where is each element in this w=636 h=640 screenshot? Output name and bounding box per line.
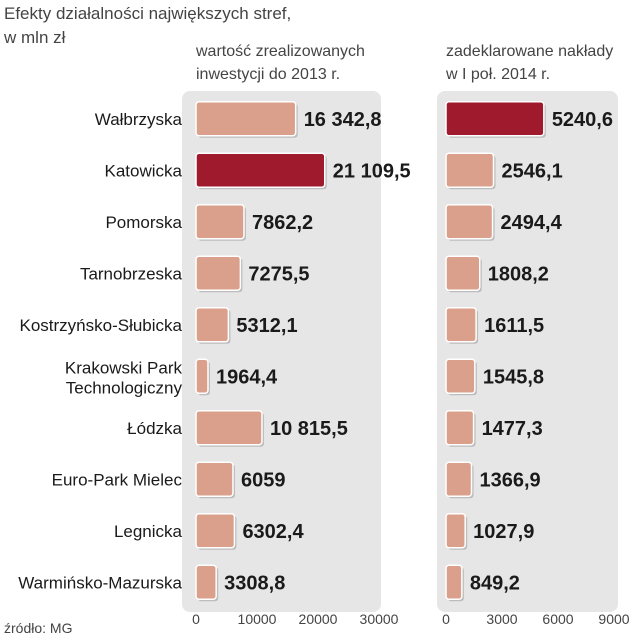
right-bar (445, 461, 473, 497)
left-panel-header: wartość zrealizowanych inwestycji do 201… (196, 40, 426, 86)
right-x-tick-label: 9000 (598, 611, 629, 627)
left-value-label: 10 815,5 (270, 418, 348, 440)
category-label: Euro-Park Mielec (52, 470, 183, 489)
left-x-tick-label: 20000 (299, 611, 338, 627)
category-label: Łódzka (127, 419, 182, 438)
right-value-label: 849,2 (470, 572, 520, 594)
left-panel-header-line-2: inwestycji do 2013 r. (196, 66, 341, 83)
right-bar (445, 101, 545, 137)
left-value-label: 5312,1 (236, 315, 297, 337)
right-value-label: 1027,9 (473, 521, 534, 543)
right-value-label: 1611,5 (484, 315, 544, 337)
left-value-label: 7275,5 (248, 263, 309, 285)
right-bar (445, 358, 476, 394)
category-label: Pomorska (105, 213, 182, 232)
right-bar (445, 410, 475, 446)
chart-title: Efekty działalności największych stref, … (4, 2, 304, 50)
category-label: Legnicka (114, 522, 183, 541)
left-value-label: 21 109,5 (333, 160, 411, 182)
left-bar (195, 255, 242, 291)
chart-title-line-2: w mln zł (4, 28, 66, 47)
left-bar (195, 564, 217, 600)
category-label: Krakowski Park Technologiczny (65, 358, 183, 397)
left-x-tick-label: 0 (192, 611, 200, 627)
category-label: Tarnobrzeska (80, 264, 183, 283)
left-value-label: 16 342,8 (304, 109, 382, 131)
left-bar (195, 358, 209, 394)
left-value-label: 7862,2 (252, 212, 313, 234)
category-label: Wałbrzyska (95, 110, 183, 129)
right-value-label: 1477,3 (482, 418, 543, 440)
category-label: Katowicka (105, 161, 183, 180)
right-panel-header: zadeklarowane nakłady w I poł. 2014 r. (446, 40, 636, 86)
left-x-tick-label: 10000 (238, 611, 277, 627)
left-bar (195, 101, 297, 137)
left-panel-header-line-1: wartość zrealizowanych (196, 43, 365, 60)
chart-title-line-1: Efekty działalności największych stref, (4, 4, 292, 23)
right-panel-header-line-1: zadeklarowane nakłady (446, 43, 614, 60)
right-value-label: 2546,1 (502, 160, 563, 182)
left-bar (195, 204, 245, 240)
right-x-tick-label: 3000 (486, 611, 517, 627)
left-value-label: 6059 (241, 469, 286, 491)
right-bar (445, 152, 495, 188)
right-value-label: 1808,2 (488, 263, 549, 285)
left-bar (195, 513, 236, 549)
category-label: Kostrzyńsko-Słubicka (19, 316, 182, 335)
left-value-label: 6302,4 (242, 521, 304, 543)
category-label: Warmińsko-Mazurska (18, 573, 182, 592)
left-value-label: 3308,8 (224, 572, 285, 594)
right-bar (445, 204, 494, 240)
source-note: źródło: MG (4, 620, 73, 636)
left-bar (195, 461, 234, 497)
right-value-label: 1545,8 (483, 366, 544, 388)
left-bar (195, 307, 230, 343)
right-panel-header-line-2: w I poł. 2014 r. (446, 66, 551, 83)
right-bar (445, 255, 481, 291)
right-x-tick-label: 6000 (542, 611, 573, 627)
right-bar (445, 307, 477, 343)
right-value-label: 5240,6 (552, 109, 613, 131)
left-bar (195, 410, 263, 446)
right-bar (445, 513, 466, 549)
right-x-tick-label: 0 (442, 611, 450, 627)
right-value-label: 1366,9 (480, 469, 541, 491)
left-value-label: 1964,4 (216, 366, 278, 388)
right-value-label: 2494,4 (501, 212, 563, 234)
left-bar (195, 152, 326, 188)
left-x-tick-label: 30000 (360, 611, 399, 627)
right-bar (445, 564, 463, 600)
